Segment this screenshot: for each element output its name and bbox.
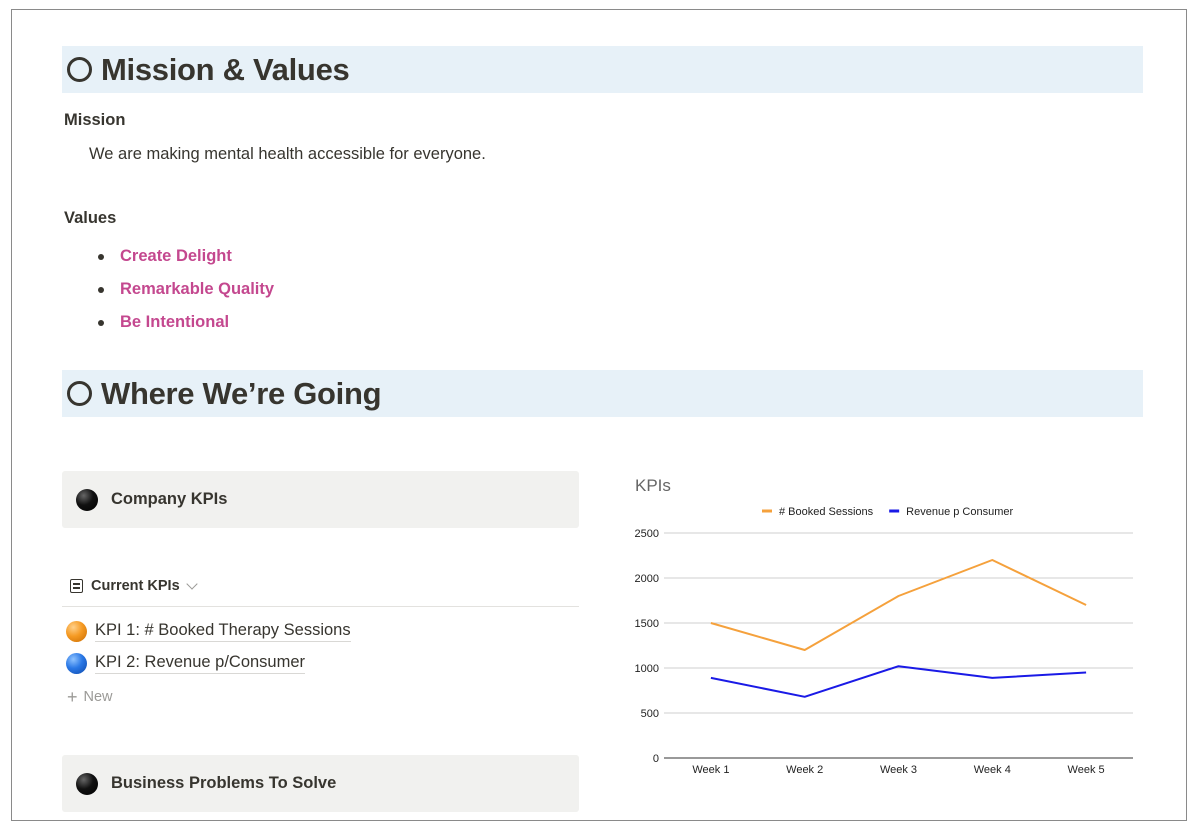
legend-label: # Booked Sessions <box>779 506 874 518</box>
bullet-icon <box>98 286 104 293</box>
series-line <box>710 665 1087 698</box>
x-tick-label: Week 2 <box>786 764 823 776</box>
y-tick-label: 500 <box>641 708 659 720</box>
divider <box>62 606 579 607</box>
kpi-item[interactable]: KPI 1: # Booked Therapy Sessions <box>66 621 351 642</box>
section-heading-where-going: Where We’re Going <box>62 370 1143 417</box>
section-heading-mission-values: Mission & Values <box>62 46 1143 93</box>
y-tick-label: 1500 <box>635 618 659 630</box>
mission-label: Mission <box>64 111 126 129</box>
kpi-title: KPI 1: # Booked Therapy Sessions <box>95 621 351 642</box>
x-tick-label: Week 4 <box>974 764 1011 776</box>
x-tick-label: Week 1 <box>692 764 729 776</box>
kpi-item[interactable]: KPI 2: Revenue p/Consumer <box>66 653 306 674</box>
y-tick-label: 2500 <box>635 528 659 540</box>
callout-business-problems[interactable]: Business Problems To Solve <box>62 755 579 812</box>
callout-company-kpis[interactable]: Company KPIs <box>62 471 579 528</box>
value-item[interactable]: Remarkable Quality <box>96 273 274 306</box>
section-title: Mission & Values <box>101 51 350 87</box>
kpi-title: KPI 2: Revenue p/Consumer <box>95 653 306 674</box>
values-list: Create Delight Remarkable Quality Be Int… <box>96 240 274 339</box>
callout-title: Business Problems To Solve <box>111 774 337 792</box>
black-circle-icon <box>76 772 98 795</box>
blue-circle-icon <box>66 653 87 674</box>
chevron-down-icon <box>185 578 198 590</box>
mission-text: We are making mental health accessible f… <box>89 145 486 163</box>
view-selector-current-kpis[interactable]: Current KPIs <box>70 578 198 594</box>
orange-circle-icon <box>66 621 87 642</box>
y-tick-label: 2000 <box>635 573 659 585</box>
x-tick-label: Week 5 <box>1068 764 1105 776</box>
y-tick-label: 1000 <box>635 663 659 675</box>
callout-title: Company KPIs <box>111 490 228 508</box>
x-tick-label: Week 3 <box>880 764 917 776</box>
chart-title: KPIs <box>635 476 671 495</box>
value-item[interactable]: Be Intentional <box>96 306 274 339</box>
bullet-icon <box>98 253 104 260</box>
section-title: Where We’re Going <box>101 375 382 411</box>
circle-icon <box>67 381 92 406</box>
series-line <box>710 559 1087 651</box>
black-circle-icon <box>76 488 98 511</box>
new-label: New <box>83 689 113 705</box>
plus-icon: + <box>67 687 78 707</box>
bullet-icon <box>98 319 104 326</box>
y-tick-label: 0 <box>653 753 659 765</box>
legend-label: Revenue p Consumer <box>906 506 1013 518</box>
list-view-icon <box>70 579 83 593</box>
new-item-button[interactable]: + New <box>67 688 113 706</box>
value-item[interactable]: Create Delight <box>96 240 274 273</box>
values-label: Values <box>64 209 117 227</box>
view-label: Current KPIs <box>91 578 180 594</box>
circle-icon <box>67 57 92 82</box>
kpi-line-chart: 0 500 1000 1500 2000 2500 Week 1 Week 2 Week 3 We… <box>635 506 1133 776</box>
